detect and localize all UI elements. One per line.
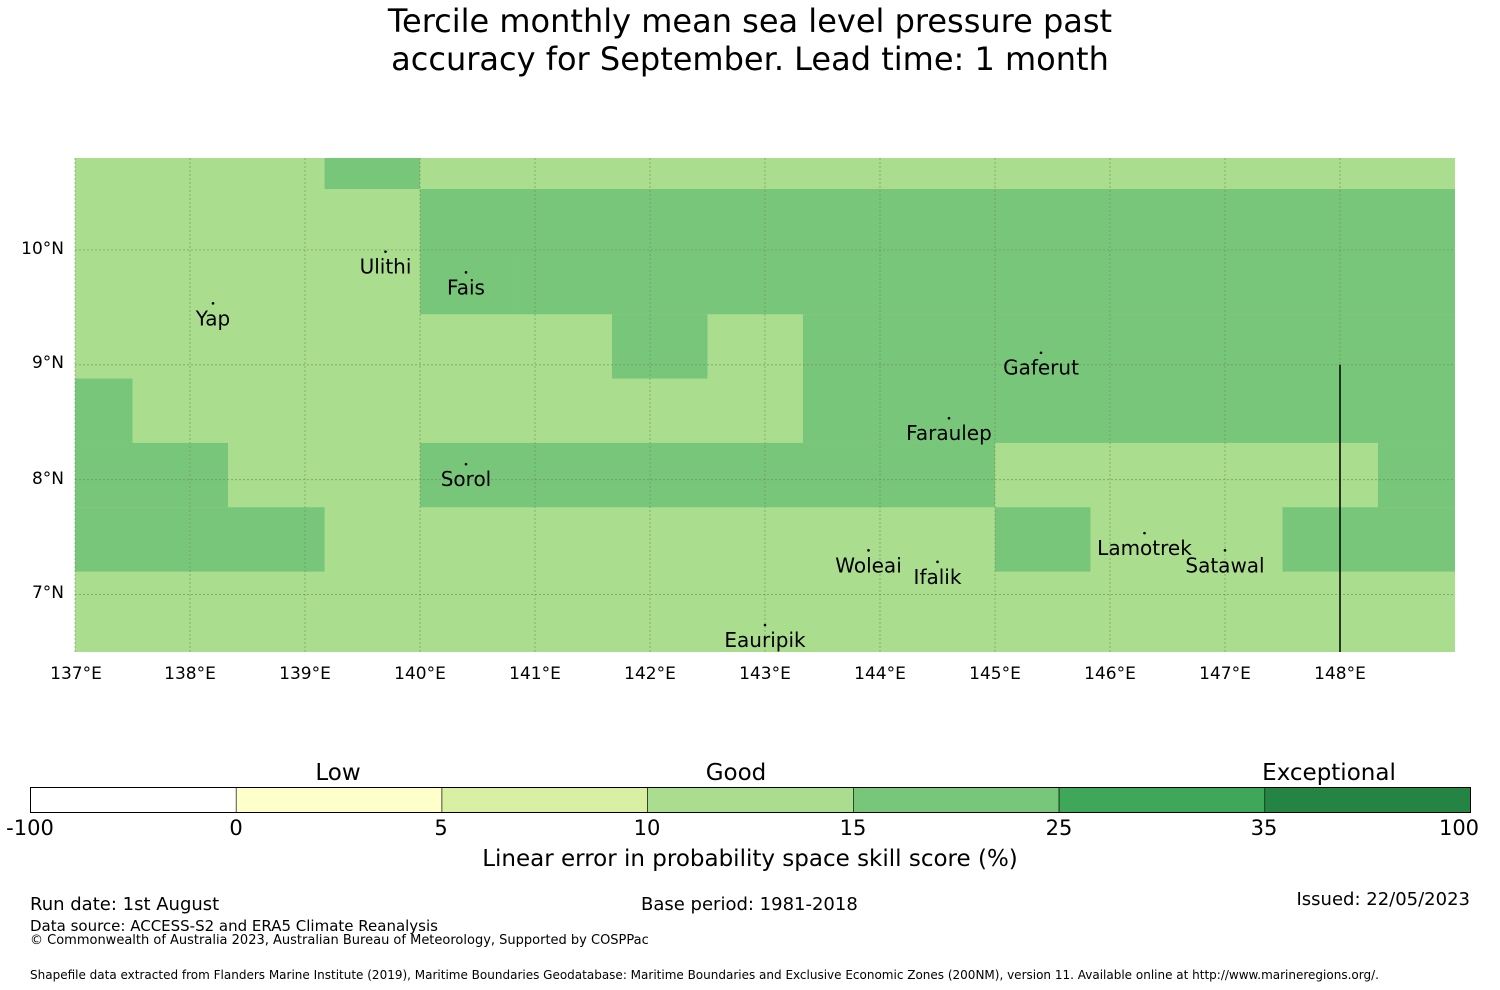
lon-tick: 142°E	[624, 664, 676, 684]
skill-cell	[420, 189, 1455, 250]
colorbar-tick: 5	[434, 816, 448, 840]
colorbar-tick: 0	[229, 816, 243, 840]
lon-tick: 143°E	[739, 664, 791, 684]
colorbar-bin	[1264, 787, 1471, 813]
skill-cell	[75, 378, 133, 443]
colorbar-frame	[30, 787, 1471, 813]
island-marker	[763, 623, 767, 627]
island-marker	[936, 560, 939, 564]
category-exceptional: Exceptional	[1262, 760, 1396, 786]
island-marker	[1223, 549, 1227, 552]
lon-tick: 139°E	[279, 664, 331, 684]
lat-tick: 7°N	[31, 583, 64, 603]
skill-cell	[1282, 507, 1455, 572]
colorbar-bin	[647, 787, 854, 813]
lon-tick: 145°E	[969, 664, 1021, 684]
island-label: Fais	[447, 275, 485, 299]
island-marker	[1039, 351, 1043, 355]
title-line-1: Tercile monthly mean sea level pressure …	[387, 2, 1113, 40]
colorbar-tick: 15	[839, 816, 867, 840]
lon-tick: 147°E	[1199, 664, 1251, 684]
skill-map: Ulithi Fais Yap Gaferut Faraulep Sorol Woleai I…	[74, 158, 1455, 652]
data-source: Data source: ACCESS-S2 and ERA5 Climate …	[30, 917, 438, 935]
island-label: Eauripik	[724, 628, 806, 652]
island-marker	[947, 416, 951, 420]
lat-tick: 8°N	[31, 469, 64, 489]
category-low: Low	[315, 760, 361, 786]
skill-cell	[75, 507, 325, 572]
island-label: Ifalik	[914, 565, 962, 589]
island-label: Lamotrek	[1097, 536, 1192, 560]
colorbar-bin	[235, 787, 443, 813]
lat-tick: 9°N	[31, 353, 64, 373]
skill-cell	[1377, 442, 1455, 508]
lat-tick: 10°N	[21, 239, 64, 259]
colorbar-bin	[441, 787, 648, 813]
island-marker	[464, 462, 468, 466]
copyright: © Commonwealth of Australia 2023, Austra…	[30, 933, 649, 948]
island-label: Gaferut	[1003, 356, 1079, 380]
colorbar-tick: 25	[1045, 816, 1073, 840]
island-marker	[464, 271, 468, 274]
chart-title: Tercile monthly mean sea level pressure …	[250, 2, 1250, 78]
skill-cell	[420, 249, 516, 315]
island-label: Ulithi	[360, 255, 412, 279]
colorbar-bin	[1058, 787, 1266, 813]
lon-tick: 141°E	[509, 664, 561, 684]
colorbar-bin	[853, 787, 1060, 813]
island-marker	[867, 549, 870, 552]
colorbar-tick: 10	[633, 816, 661, 840]
colorbar-label: Linear error in probability space skill …	[482, 846, 1018, 872]
island-marker	[1143, 531, 1146, 535]
lon-tick: 148°E	[1314, 664, 1366, 684]
shapefile-credit: Shapefile data extracted from Flanders M…	[30, 968, 1379, 982]
island-label: Faraulep	[906, 421, 992, 445]
skill-cell	[802, 314, 1455, 443]
skill-cell	[420, 442, 995, 508]
island-label: Satawal	[1185, 553, 1264, 577]
island-marker	[211, 302, 215, 305]
colorbar	[30, 787, 1471, 813]
skill-cell	[515, 249, 1455, 315]
skill-cell	[612, 314, 708, 379]
base-period: Base period: 1981-2018	[641, 894, 858, 915]
colorbar-tick: -100	[6, 816, 54, 840]
lon-tick: 146°E	[1084, 664, 1136, 684]
issued-date: Issued: 22/05/2023	[1296, 889, 1470, 910]
island-marker	[384, 250, 387, 253]
category-good: Good	[705, 760, 767, 786]
colorbar-tick: 35	[1250, 816, 1278, 840]
skill-cell	[75, 442, 228, 508]
island-label: Sorol	[441, 467, 492, 491]
run-date: Run date: 1st August	[30, 894, 220, 915]
lon-tick: 137°E	[50, 664, 102, 684]
lon-tick: 138°E	[164, 664, 216, 684]
colorbar-tick: 100	[1438, 816, 1480, 840]
colorbar-bin	[30, 787, 237, 813]
skill-cell	[324, 158, 420, 190]
island-label: Woleai	[835, 553, 902, 577]
skill-cell	[995, 507, 1091, 572]
lon-tick: 140°E	[394, 664, 446, 684]
title-line-2: accuracy for September. Lead time: 1 mon…	[391, 40, 1109, 78]
island-label: Yap	[195, 306, 230, 330]
lon-tick: 144°E	[854, 664, 906, 684]
